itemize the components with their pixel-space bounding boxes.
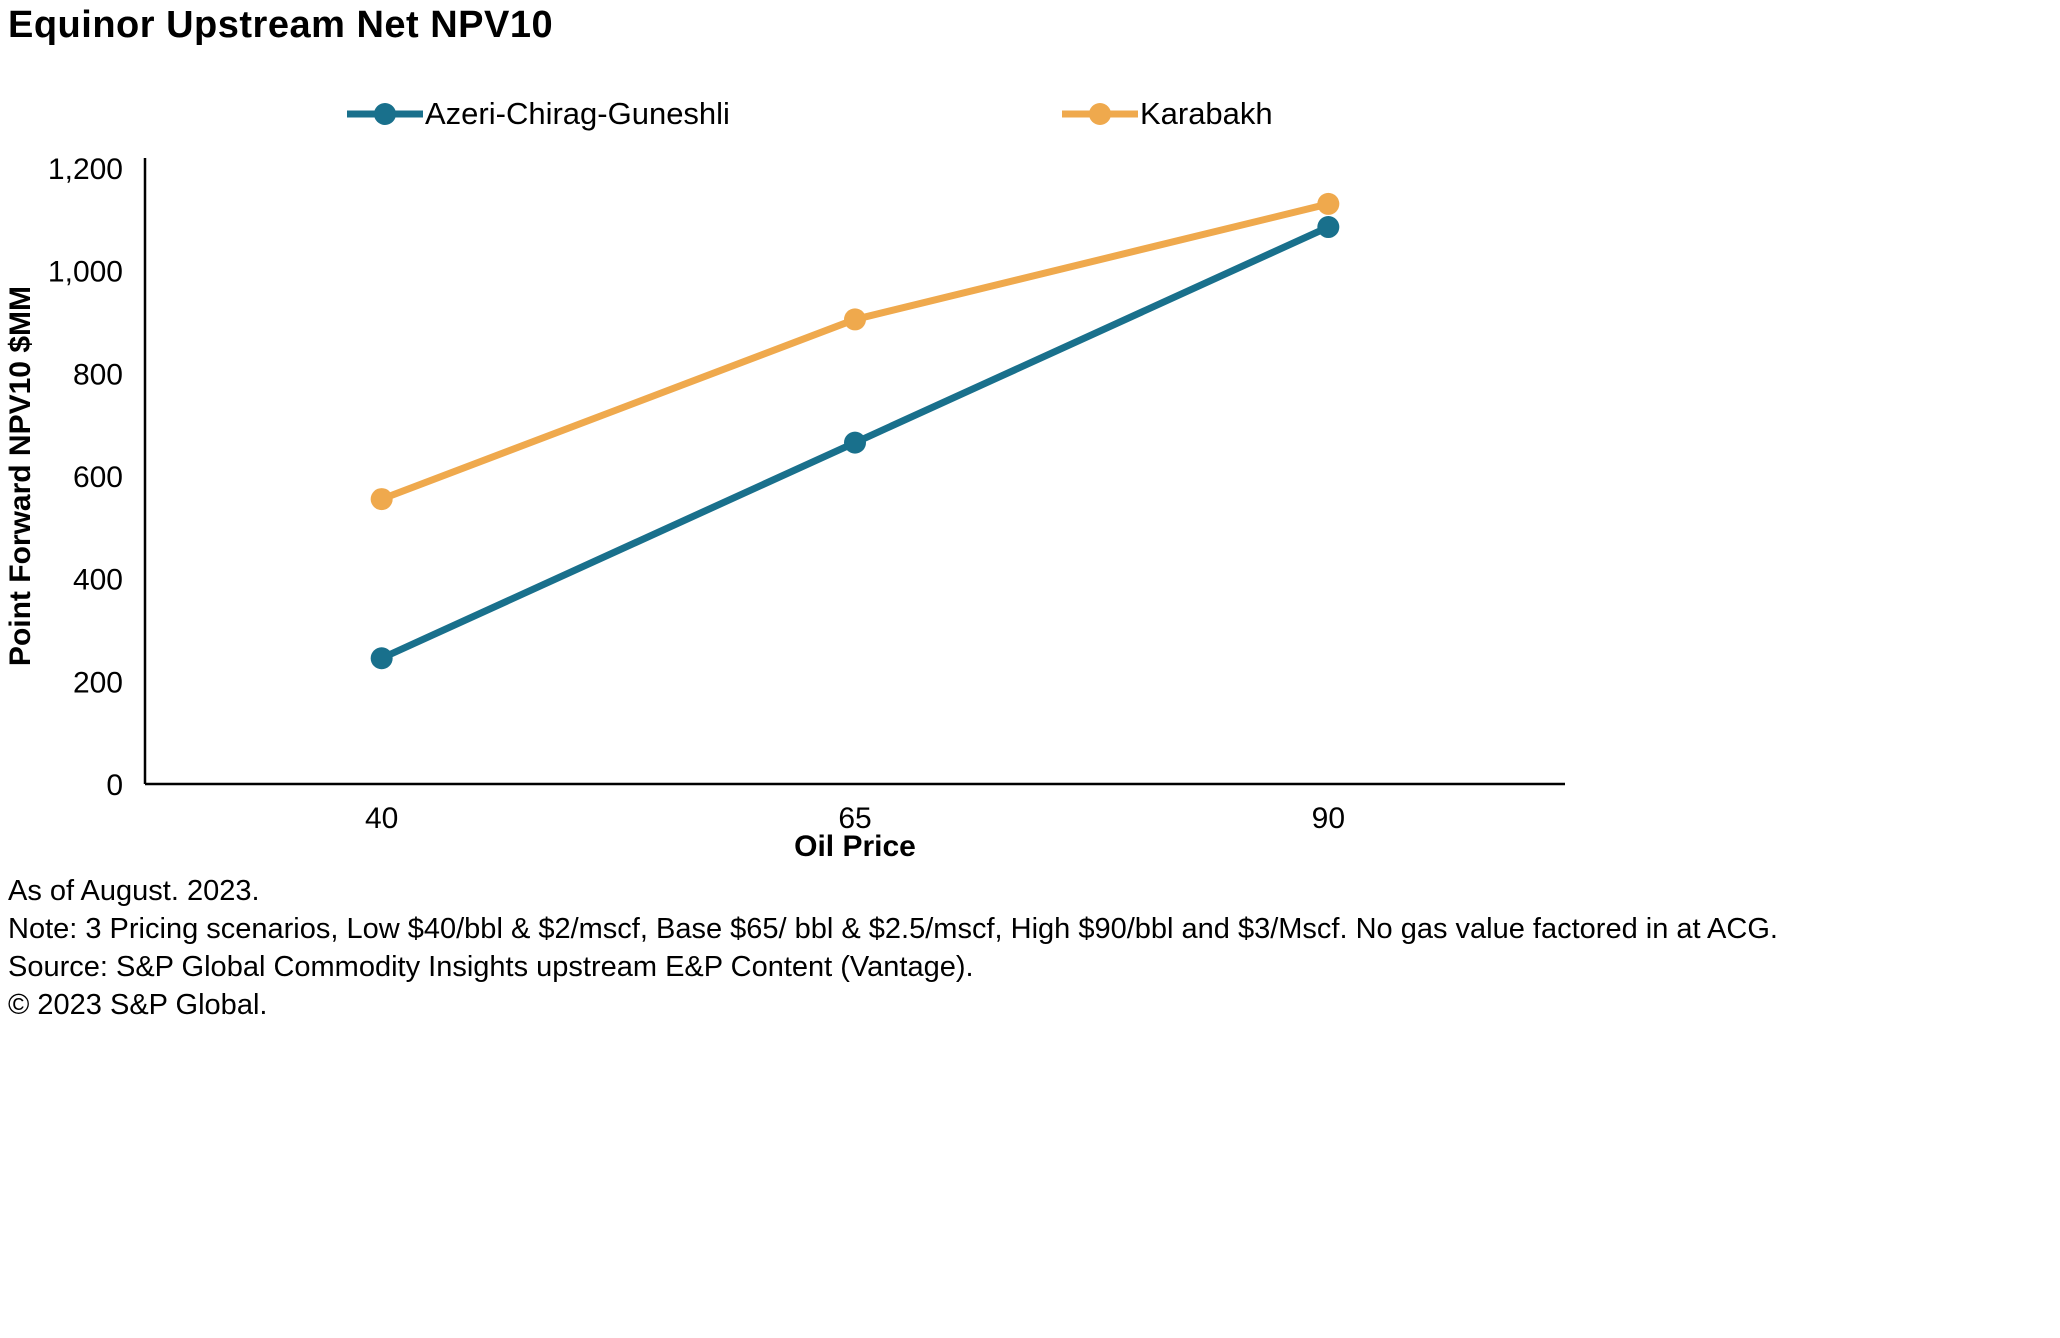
footer-copyright: © 2023 S&P Global. — [8, 989, 268, 1021]
data-point-marker-karabakh — [844, 308, 866, 331]
data-point-marker-karabakh — [1317, 192, 1340, 215]
x-tick-label: 65 — [838, 802, 871, 835]
data-point-marker-azeri-chirag-guneshli — [370, 647, 393, 670]
legend: Azeri-Chirag-Guneshli Karabakh — [0, 92, 2060, 136]
legend-label: Karabakh — [1139, 96, 1273, 131]
data-point-marker-karabakh — [370, 488, 393, 511]
data-point-marker-azeri-chirag-guneshli — [1317, 216, 1340, 239]
footer: As of August. 2023. Note: 3 Pricing scen… — [8, 872, 2008, 1024]
y-tick-label: 1,000 — [48, 256, 123, 289]
y-tick-label: 800 — [73, 358, 123, 391]
y-tick-label: 0 — [106, 769, 123, 802]
legend-label: Azeri-Chirag-Guneshli — [425, 96, 730, 131]
y-tick-label: 400 — [73, 564, 123, 597]
footer-note: Note: 3 Pricing scenarios, Low $40/bbl &… — [8, 913, 1778, 945]
legend-line-marker-icon — [347, 103, 423, 125]
x-tick-label: 40 — [365, 802, 398, 835]
data-point-marker-azeri-chirag-guneshli — [844, 431, 866, 454]
legend-line-marker-icon — [1061, 103, 1138, 125]
x-axis-title: Oil Price — [794, 830, 916, 863]
chart-title: Equinor Upstream Net NPV10 — [8, 4, 554, 46]
x-tick-label: 90 — [1312, 802, 1345, 835]
line-chart: 0 200 400 600 800 1,000 1,200 40 65 90 — [48, 153, 1565, 835]
footer-as-of: As of August. 2023. — [8, 875, 260, 907]
legend-item-azeri-chirag-guneshli: Azeri-Chirag-Guneshli — [345, 96, 730, 132]
y-axis-title-wrap: Point Forward NPV10 $MM — [0, 168, 42, 784]
y-axis-title: Point Forward NPV10 $MM — [4, 285, 37, 667]
series-line-karabakh — [378, 200, 1332, 503]
y-tick-label: 600 — [73, 461, 123, 494]
legend-item-karabakh: Karabakh — [1060, 96, 1273, 132]
y-tick-label: 1,200 — [48, 153, 123, 186]
y-tick-label: 200 — [73, 666, 123, 699]
footer-source: Source: S&P Global Commodity Insights up… — [8, 951, 974, 983]
